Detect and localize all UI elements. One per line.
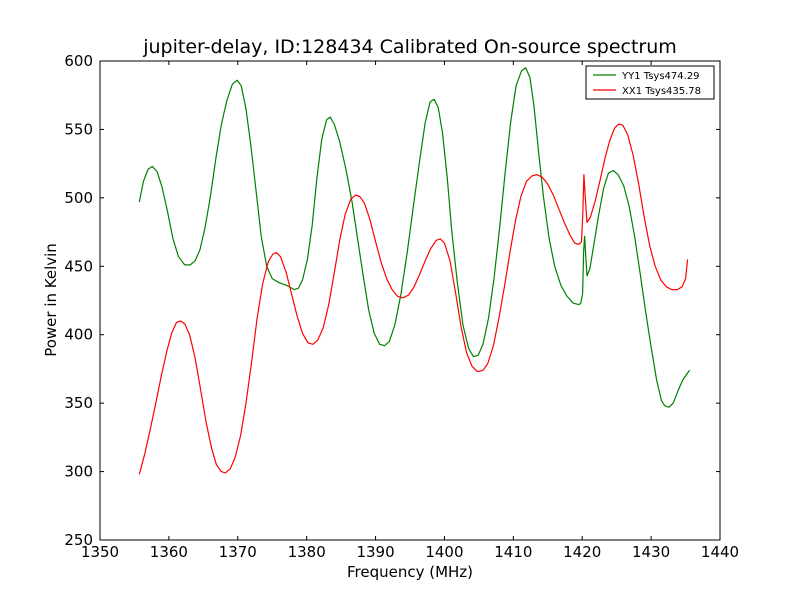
legend-box: [585, 65, 715, 100]
x-tick-label: 1400: [425, 543, 463, 561]
x-tick-label: 1380: [288, 543, 326, 561]
x-tick-label: 1430: [632, 543, 670, 561]
plot-area: 1350 1360 1370 1380 1390 1400 1410 1420 1430 1440…: [64, 52, 739, 561]
y-tick-label: 300: [64, 463, 93, 481]
x-tick-label: 1420: [563, 543, 601, 561]
series-line-2: [138, 123, 689, 475]
y-axis-label: Power in Kelvin: [42, 243, 60, 357]
x-axis-label: Frequency (MHz): [347, 563, 473, 581]
x-tick-label: 1410: [494, 543, 532, 561]
plot-frame: [99, 60, 721, 541]
y-tick-label: 550: [64, 120, 93, 138]
legend-label-1: YY1 Tsys474.29: [621, 71, 700, 82]
y-tick-label: 600: [64, 52, 93, 70]
chart-title: jupiter-delay, ID:128434 Calibrated On-s…: [142, 36, 677, 58]
x-tick-label: 1440: [701, 543, 739, 561]
y-tick-label: 250: [64, 531, 93, 549]
y-tick-label: 350: [64, 394, 93, 412]
legend-label-2: XX1 Tsys435.78: [622, 86, 701, 97]
x-tick-label: 1350: [81, 543, 119, 561]
series-line-1: [138, 67, 691, 408]
y-tick-label: 400: [64, 326, 93, 344]
x-tick-label: 1360: [150, 543, 188, 561]
x-tick-label: 1370: [219, 543, 257, 561]
x-tick-label: 1390: [356, 543, 394, 561]
y-tick-label: 500: [64, 189, 93, 207]
y-tick-label: 450: [64, 257, 93, 275]
